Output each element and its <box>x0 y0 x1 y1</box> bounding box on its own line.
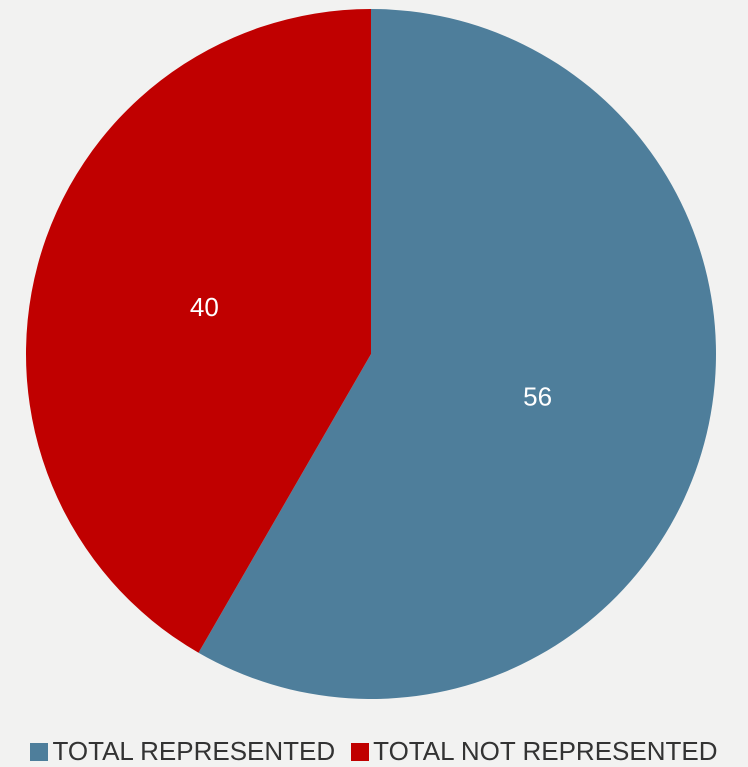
legend-item-not-represented: TOTAL NOT REPRESENTED <box>351 736 718 767</box>
legend-swatch-not-represented <box>351 742 370 761</box>
legend-label-represented: TOTAL REPRESENTED <box>52 736 336 766</box>
legend-swatch-represented <box>30 742 49 761</box>
legend-label-not-represented: TOTAL NOT REPRESENTED <box>373 736 718 766</box>
data-label-represented: 56 <box>523 382 552 412</box>
data-label-not-represented: 40 <box>190 292 219 322</box>
slice-not-represented <box>26 9 371 653</box>
legend: TOTAL REPRESENTED TOTAL NOT REPRESENTED <box>0 736 748 767</box>
pie-chart: 56 40 <box>26 9 716 699</box>
slice-represented <box>198 9 716 699</box>
legend-item-represented: TOTAL REPRESENTED <box>30 736 335 767</box>
